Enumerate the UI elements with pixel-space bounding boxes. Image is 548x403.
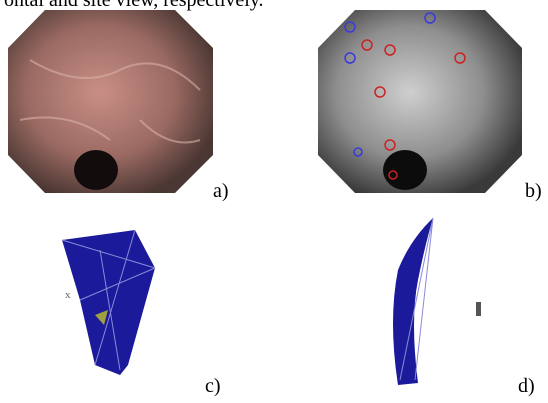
reconstruction-front: x: [62, 230, 155, 375]
panel-label: b): [525, 180, 542, 202]
panel-label: d): [518, 375, 535, 397]
page: {"caption_fragment": "ontal and site vie…: [0, 0, 548, 403]
axis-glyph: x: [65, 289, 71, 301]
figure: ontal and site view, respectively. a) b)…: [0, 0, 548, 403]
panel-label: c): [205, 375, 221, 397]
caption-fragment: ontal and site view, respectively.: [4, 0, 264, 11]
endoscopy-image-gray: [318, 10, 522, 193]
panel-label: a): [213, 180, 229, 202]
endoscopy-image: [8, 10, 213, 193]
reconstruction-side: [393, 218, 481, 385]
